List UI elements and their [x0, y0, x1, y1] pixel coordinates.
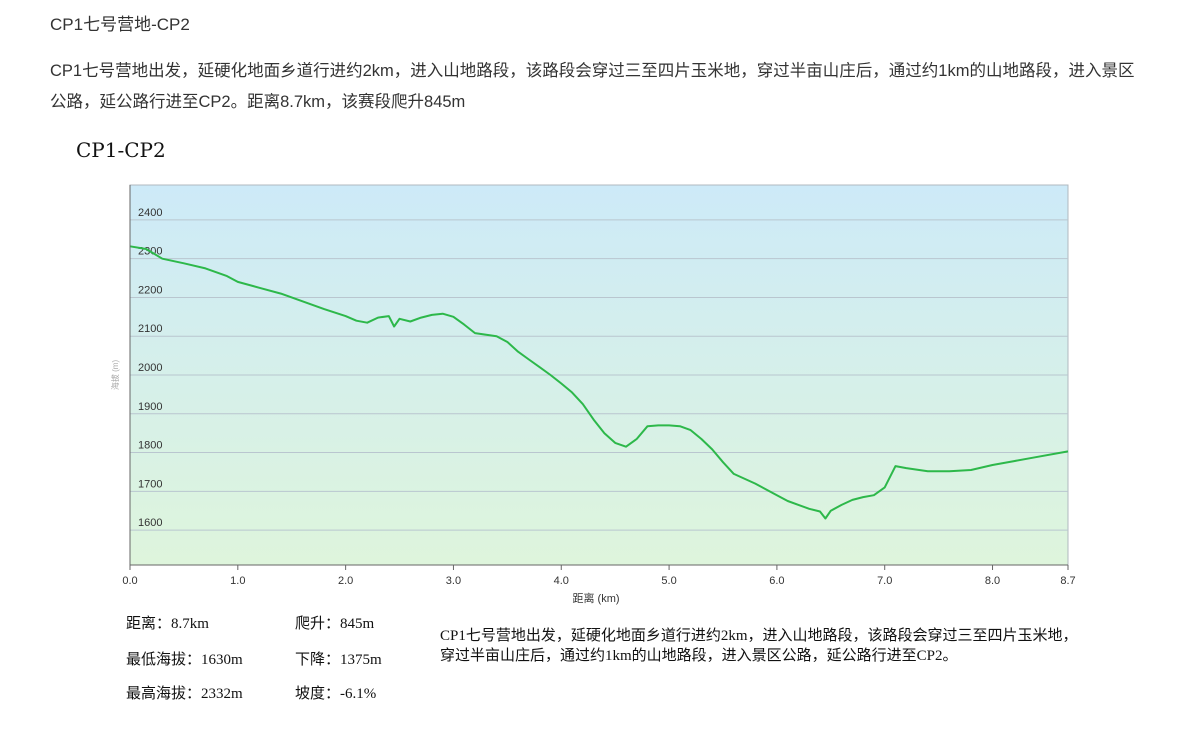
y-tick-label: 1600: [138, 517, 162, 529]
y-tick-label: 1700: [138, 478, 162, 490]
x-tick-label: 4.0: [554, 575, 569, 587]
stat-climb: 爬升：845m: [295, 616, 375, 632]
x-tick-label: 6.0: [769, 575, 784, 587]
stat-descent: 下降：1375m: [295, 652, 382, 668]
x-axis-ticks: 0.0 1.0 2.0 3.0 4.0 5.0 6.0 7.0 8.0 8.7: [122, 565, 1076, 587]
article-description: CP1七号营地出发，延硬化地面乡道行进约2km，进入山地路段，该路段会穿过三至四…: [50, 62, 1135, 111]
y-axis-label: 海拔 (m): [110, 360, 120, 391]
chart-title: CP1-CP2: [76, 138, 166, 162]
x-tick-label: 5.0: [661, 575, 676, 587]
x-tick-label: 3.0: [446, 575, 461, 587]
y-tick-label: 2000: [138, 362, 162, 374]
y-tick-label: 2200: [138, 284, 162, 296]
x-tick-label: 8.7: [1060, 575, 1075, 587]
x-tick-label: 7.0: [877, 575, 892, 587]
chart-summary: CP1七号营地出发，延硬化地面乡道行进约2km，进入山地路段，该路段会穿过三至四…: [440, 628, 1078, 664]
stat-distance: 距离：8.7km: [126, 616, 209, 632]
x-tick-label: 1.0: [230, 575, 245, 587]
x-tick-label: 2.0: [338, 575, 353, 587]
stat-max-altitude: 最高海拔：2332m: [126, 686, 243, 702]
stat-min-altitude: 最低海拔：1630m: [126, 652, 243, 668]
grid-lines: [130, 219, 1068, 531]
x-tick-label: 0.0: [122, 575, 137, 587]
y-tick-label: 1800: [138, 440, 162, 452]
y-tick-label: 1900: [138, 401, 162, 413]
y-tick-label: 2400: [138, 207, 162, 219]
elevation-chart-figure: CP1-CP2 1600 1700 1800 1900 2000 2100 2200 2300…: [60, 130, 1100, 720]
x-tick-label: 8.0: [985, 575, 1000, 587]
article-heading: CP1七号营地-CP2: [50, 15, 190, 34]
stat-grade: 坡度：-6.1%: [295, 686, 377, 702]
x-axis-label: 距离 (km): [572, 591, 619, 605]
y-tick-label: 2100: [138, 323, 162, 335]
elevation-line: [129, 245, 1069, 520]
